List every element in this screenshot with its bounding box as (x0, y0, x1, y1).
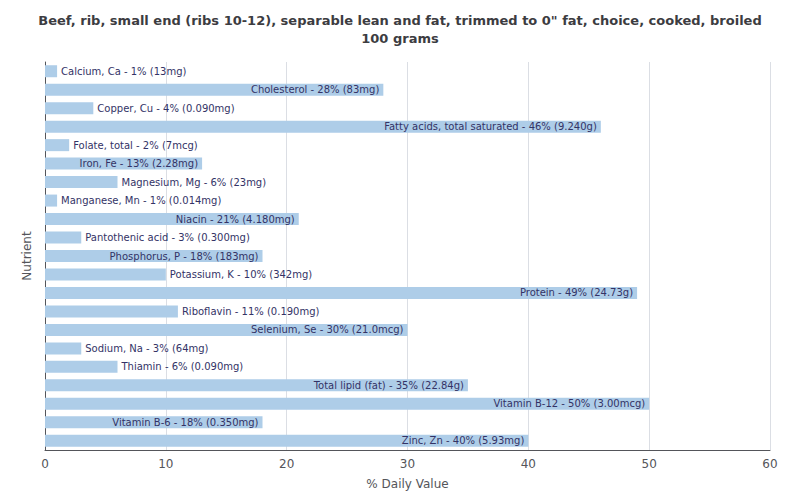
svg-text:Total lipid (fat) - 35% (22.84: Total lipid (fat) - 35% (22.84g) (313, 380, 464, 391)
svg-text:50: 50 (642, 457, 657, 471)
svg-text:Iron, Fe - 13% (2.28mg): Iron, Fe - 13% (2.28mg) (80, 158, 199, 169)
svg-text:0: 0 (41, 457, 49, 471)
svg-text:Thiamin - 6% (0.090mg): Thiamin - 6% (0.090mg) (121, 361, 244, 372)
svg-text:Protein - 49% (24.73g): Protein - 49% (24.73g) (520, 287, 633, 298)
svg-text:100 grams: 100 grams (361, 31, 439, 46)
svg-text:Cholesterol - 28% (83mg): Cholesterol - 28% (83mg) (251, 84, 380, 95)
svg-text:Niacin - 21% (4.180mg): Niacin - 21% (4.180mg) (176, 214, 295, 225)
svg-text:Fatty acids, total saturated -: Fatty acids, total saturated - 46% (9.24… (384, 121, 597, 132)
svg-text:Phosphorus, P - 18% (183mg): Phosphorus, P - 18% (183mg) (110, 251, 259, 262)
svg-text:Copper, Cu - 4% (0.090mg): Copper, Cu - 4% (0.090mg) (97, 103, 234, 114)
svg-text:Folate, total - 2% (7mcg): Folate, total - 2% (7mcg) (73, 140, 198, 151)
svg-text:Riboflavin - 11% (0.190mg): Riboflavin - 11% (0.190mg) (182, 306, 320, 317)
svg-text:Calcium, Ca - 1% (13mg): Calcium, Ca - 1% (13mg) (61, 66, 186, 77)
svg-text:Beef, rib, small end (ribs 10-: Beef, rib, small end (ribs 10-12), separ… (38, 13, 761, 28)
svg-text:Nutrient: Nutrient (20, 231, 34, 281)
svg-text:% Daily Value: % Daily Value (366, 477, 448, 491)
svg-text:Vitamin B-6 - 18% (0.350mg): Vitamin B-6 - 18% (0.350mg) (112, 417, 258, 428)
svg-text:Selenium, Se - 30% (21.0mcg): Selenium, Se - 30% (21.0mcg) (251, 324, 404, 335)
svg-text:20: 20 (279, 457, 294, 471)
svg-text:30: 30 (400, 457, 415, 471)
svg-text:10: 10 (158, 457, 173, 471)
svg-text:40: 40 (521, 457, 536, 471)
svg-text:60: 60 (762, 457, 777, 471)
svg-text:Vitamin B-12 - 50% (3.00mcg): Vitamin B-12 - 50% (3.00mcg) (493, 398, 645, 409)
svg-text:Pantothenic acid - 3% (0.300mg: Pantothenic acid - 3% (0.300mg) (85, 232, 250, 243)
svg-text:Manganese, Mn - 1% (0.014mg): Manganese, Mn - 1% (0.014mg) (61, 195, 221, 206)
svg-text:Zinc, Zn - 40% (5.93mg): Zinc, Zn - 40% (5.93mg) (402, 435, 525, 446)
svg-text:Potassium, K - 10% (342mg): Potassium, K - 10% (342mg) (170, 269, 312, 280)
svg-text:Sodium, Na - 3% (64mg): Sodium, Na - 3% (64mg) (85, 343, 208, 354)
svg-text:Magnesium, Mg - 6% (23mg): Magnesium, Mg - 6% (23mg) (122, 177, 267, 188)
